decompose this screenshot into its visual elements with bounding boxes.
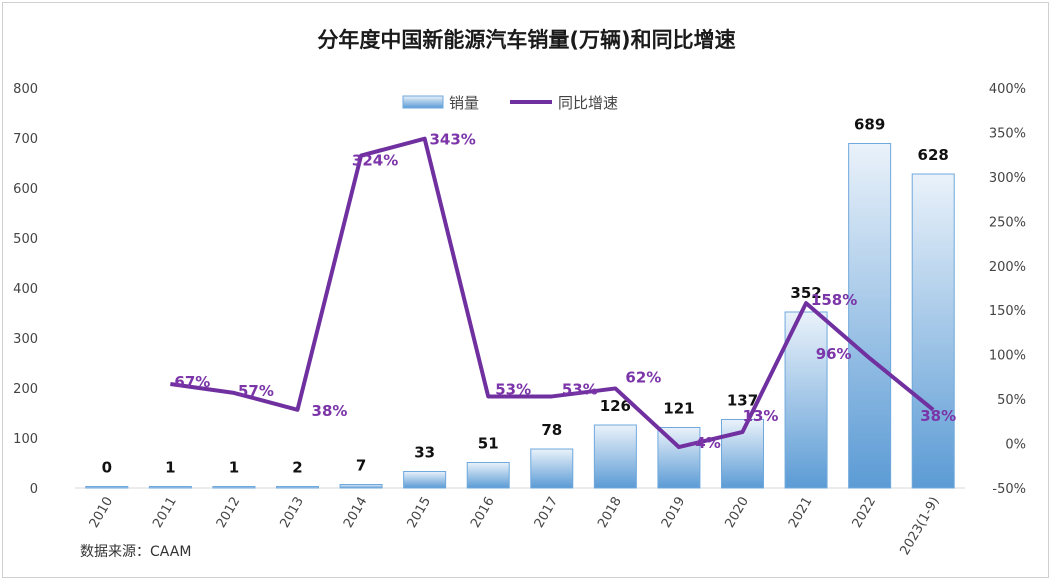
x-axis-tick: 2016 — [468, 495, 498, 531]
right-axis-tick: 150% — [989, 304, 1026, 319]
rate-value-label: 13% — [743, 407, 779, 425]
left-axis-tick: 100 — [13, 432, 38, 447]
bar-value-label: 137 — [727, 392, 758, 410]
legend-bar-swatch — [402, 95, 444, 109]
right-axis-tick: 100% — [989, 349, 1026, 364]
x-axis-tick: 2021 — [786, 495, 816, 531]
rate-line-series — [170, 136, 935, 450]
bar-value-label: 121 — [663, 400, 694, 418]
right-axis-tick: 350% — [989, 126, 1026, 141]
left-axis-tick: 800 — [13, 82, 38, 97]
right-axis-tick: -50% — [992, 482, 1026, 497]
rate-value-label: 57% — [238, 382, 274, 400]
bar — [593, 424, 637, 489]
left-axis: 0 100 200 300 400 500 600 700 800 — [13, 82, 38, 497]
bar-value-label: 1 — [165, 459, 175, 477]
bar — [657, 427, 701, 489]
left-axis-tick: 0 — [30, 482, 38, 497]
x-axis-tick: 2022 — [850, 495, 880, 531]
bar-value-label: 1 — [229, 459, 239, 477]
bar — [911, 173, 955, 489]
left-axis-tick: 300 — [13, 332, 38, 347]
x-axis-tick: 2014 — [341, 495, 371, 531]
rate-value-label: 38% — [312, 402, 348, 420]
left-axis-tick: 200 — [13, 382, 38, 397]
bar-labels: 0 1 1 2 7 33 51 78 126 121 137 352 689 628 — [102, 116, 949, 477]
bar-value-label: 352 — [790, 284, 821, 302]
x-axis-tick: 2023(1-9) — [897, 495, 942, 558]
x-axis-tick: 2017 — [532, 495, 562, 531]
bar-value-label: 0 — [102, 459, 112, 477]
bar-series — [85, 143, 955, 489]
rate-line — [170, 136, 935, 450]
rate-value-label: -4% — [689, 434, 721, 452]
right-axis-tick: 0% — [1005, 438, 1026, 453]
bar — [466, 462, 510, 489]
right-axis-tick: 200% — [989, 260, 1026, 275]
left-axis-tick: 700 — [13, 132, 38, 147]
bar — [530, 448, 574, 489]
legend-label-sales: 销量 — [449, 94, 479, 112]
bar-value-label: 33 — [414, 444, 435, 462]
x-axis-tick: 2018 — [595, 495, 625, 531]
x-axis-tick: 2019 — [659, 495, 689, 531]
rate-value-label: 67% — [174, 373, 210, 391]
rate-value-label: 343% — [429, 131, 475, 149]
left-axis-tick: 600 — [13, 182, 38, 197]
rate-value-label: 96% — [816, 345, 852, 363]
x-axis-tick: 2010 — [87, 495, 117, 531]
bar-value-label: 689 — [854, 116, 885, 134]
source-note: 数据来源：CAAM — [80, 544, 191, 560]
x-axis: 2010 2011 2012 2013 2014 2015 2016 2017 2018 2019… — [75, 487, 965, 558]
bar — [403, 471, 447, 489]
x-axis-tick: 2015 — [405, 495, 435, 531]
bar-value-label: 2 — [292, 459, 302, 477]
rate-value-label: 324% — [352, 152, 398, 170]
rate-value-label: 53% — [562, 380, 598, 398]
legend: 销量 同比增速 — [402, 94, 618, 112]
chart-title: 分年度中国新能源汽车销量(万辆)和同比增速 — [317, 28, 736, 52]
rate-value-label: 38% — [920, 407, 956, 425]
bar — [848, 143, 892, 489]
right-axis-tick: 300% — [989, 171, 1026, 186]
rate-value-label: 158% — [811, 291, 857, 309]
x-axis-tick: 2011 — [150, 495, 180, 531]
right-axis-tick: 400% — [989, 82, 1026, 97]
bar-value-label: 628 — [918, 146, 949, 164]
right-axis: -50% 0% 50% 100% 150% 200% 250% 300% 350% 400% — [989, 82, 1026, 497]
legend-label-growth: 同比增速 — [558, 94, 618, 112]
x-axis-tick: 2013 — [277, 495, 307, 531]
x-axis-tick: 2020 — [722, 495, 752, 531]
bar-value-label: 7 — [356, 457, 366, 475]
bar — [784, 311, 828, 489]
left-axis-tick: 400 — [13, 282, 38, 297]
bar — [276, 486, 319, 489]
bar — [148, 486, 192, 489]
rate-value-label: 62% — [625, 368, 661, 386]
bar-value-label: 78 — [541, 421, 562, 439]
bar — [85, 486, 129, 489]
rate-labels: 67% 57% 38% 324% 343% 53% 53% 62% -4% 13% 158% 96% 3… — [174, 131, 956, 452]
left-axis-tick: 500 — [13, 232, 38, 247]
bar-value-label: 51 — [478, 435, 499, 453]
bar-value-label: 126 — [600, 397, 631, 415]
x-axis-tick: 2012 — [214, 495, 244, 531]
rate-value-label: 53% — [495, 380, 531, 398]
bar — [212, 486, 256, 489]
right-axis-tick: 50% — [997, 393, 1026, 408]
right-axis-tick: 250% — [989, 215, 1026, 230]
bar — [339, 484, 383, 489]
